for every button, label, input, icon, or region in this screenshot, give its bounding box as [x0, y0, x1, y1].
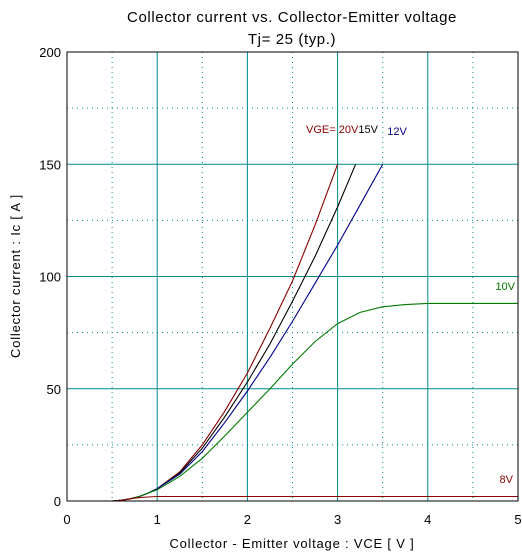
series-line-4 — [112, 495, 518, 502]
chart-title: Collector current vs. Collector-Emitter … — [127, 9, 457, 26]
series-label-4: 8V — [500, 474, 514, 486]
y-tick-label: 50 — [47, 382, 61, 397]
x-tick-label: 5 — [514, 512, 521, 527]
plot-frame — [66, 51, 519, 502]
chart-subtitle: Tj= 25 (typ.) — [248, 31, 336, 48]
series-label-2: 12V — [387, 126, 407, 138]
y-tick-label: 0 — [54, 494, 61, 509]
y-tick-label: 100 — [39, 270, 61, 285]
series-label-0: VGE= 20V — [306, 124, 359, 136]
x-tick-label: 1 — [154, 512, 161, 527]
x-tick-label: 3 — [334, 512, 341, 527]
x-tick-label: 0 — [63, 512, 70, 527]
series-line-3 — [112, 302, 518, 502]
series-line-0 — [112, 164, 339, 502]
x-tick-label: 2 — [244, 512, 251, 527]
x-axis-label: Collector - Emitter voltage : VCE [ V ] — [169, 536, 414, 551]
grid — [67, 52, 518, 501]
series-labels: VGE= 20V 15V 12V 10V 8V — [306, 124, 516, 486]
x-tick-label: 4 — [424, 512, 431, 527]
series-label-1: 15V — [358, 124, 378, 136]
series-lines — [112, 164, 518, 502]
series-label-3: 10V — [495, 281, 515, 293]
y-tick-label: 150 — [39, 157, 61, 172]
y-axis-label: Collector current : Ic [ A ] — [8, 194, 23, 358]
y-tick-label: 200 — [39, 45, 61, 60]
